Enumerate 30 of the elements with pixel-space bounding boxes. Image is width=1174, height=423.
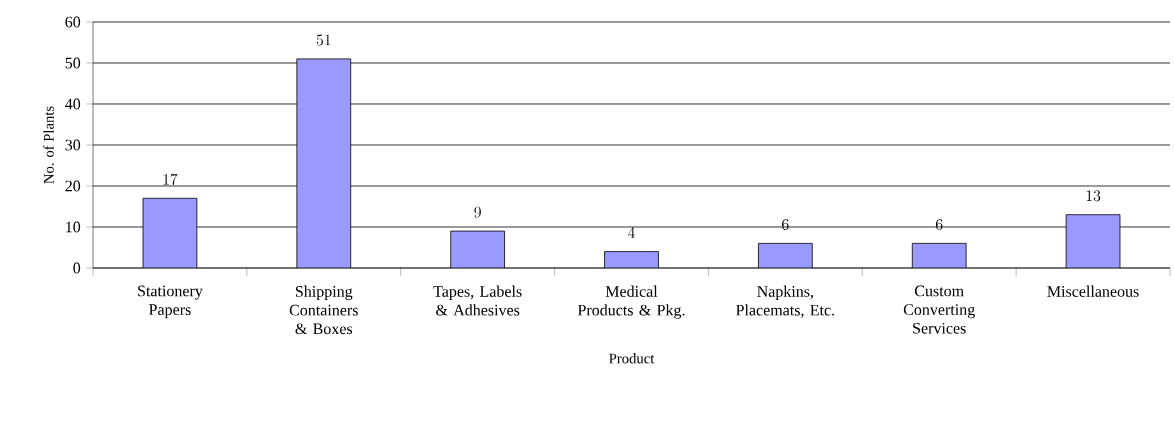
bar	[142, 197, 198, 268]
x-tick-label: Shipping Containers & Boxes	[289, 285, 358, 335]
data-label: 17	[163, 173, 178, 185]
y-axis-title: No. of Plants	[43, 106, 54, 184]
data-label: 6	[782, 219, 789, 230]
x-tick-label: Custom Converting Services	[903, 285, 975, 334]
data-label: 6	[935, 219, 943, 230]
x-tick-label: Tapes, Labels & Adhesives	[433, 285, 522, 316]
bar	[450, 230, 505, 268]
data-label: 13	[1086, 190, 1101, 202]
bar	[604, 251, 659, 268]
y-tick-label: 50	[65, 57, 81, 69]
bar	[296, 58, 352, 268]
x-tick-label: Napkins, Placemats, Etc.	[736, 285, 835, 318]
x-axis-title: Product	[609, 353, 655, 364]
data-label: 9	[474, 206, 481, 218]
x-tick-label: Medical Products & Pkg.	[577, 285, 685, 319]
y-tick-label: 10	[66, 221, 81, 233]
x-tick-label: Stationery Papers	[138, 285, 203, 319]
y-tick-label: 40	[65, 98, 81, 110]
y-tick-label: 0	[73, 262, 81, 274]
data-label: 4	[628, 227, 635, 238]
bar	[1065, 214, 1121, 268]
x-tick-label: Miscellaneous	[1047, 285, 1139, 297]
y-tick-label: 30	[65, 139, 81, 151]
y-tick-label: 60	[65, 16, 81, 28]
bar	[911, 242, 967, 268]
bar	[758, 242, 813, 268]
y-tick-label: 20	[65, 180, 81, 192]
data-label: 51	[316, 34, 331, 46]
